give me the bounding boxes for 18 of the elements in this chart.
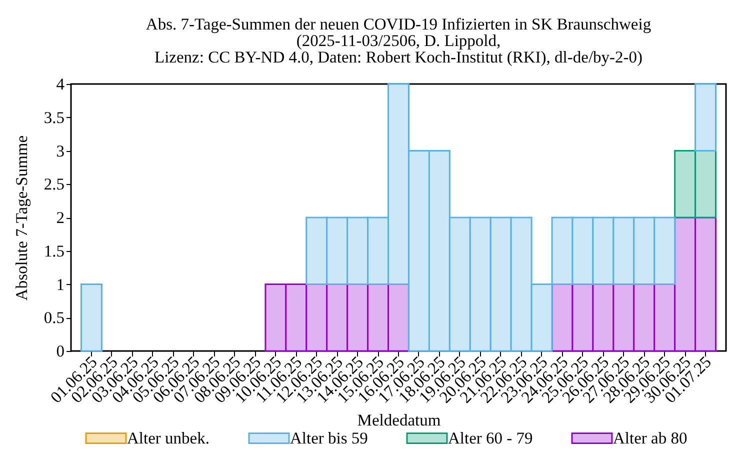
- bar: [694, 83, 717, 152]
- chart-title: Abs. 7-Tage-Summen der neuen COVID-19 Infizierten in SK Braunschweig: [146, 14, 652, 34]
- bar: [80, 284, 102, 352]
- legend-label: Alter bis 59: [290, 428, 368, 448]
- y-axis-title: Absolute 7-Tage-Summe: [12, 135, 31, 301]
- y-tick-label: 1.5: [44, 241, 64, 260]
- legend-label: Alter 60 - 79: [448, 428, 533, 448]
- y-tick-label: 4: [56, 74, 64, 94]
- y-tick-label: 2: [56, 208, 64, 227]
- y-tick-label: 2.5: [44, 174, 64, 194]
- x-axis-title: Meldedatum: [357, 410, 441, 430]
- y-tick-label: 0: [56, 342, 64, 360]
- y-tick-label: 3.5: [44, 108, 64, 127]
- y-tick-label: 1: [56, 274, 64, 294]
- legend-label: Alter unbek.: [127, 428, 210, 448]
- legend-label: Alter ab 80: [613, 428, 688, 448]
- y-tick-label: 3: [56, 141, 64, 160]
- y-tick-label: 0.5: [44, 308, 64, 328]
